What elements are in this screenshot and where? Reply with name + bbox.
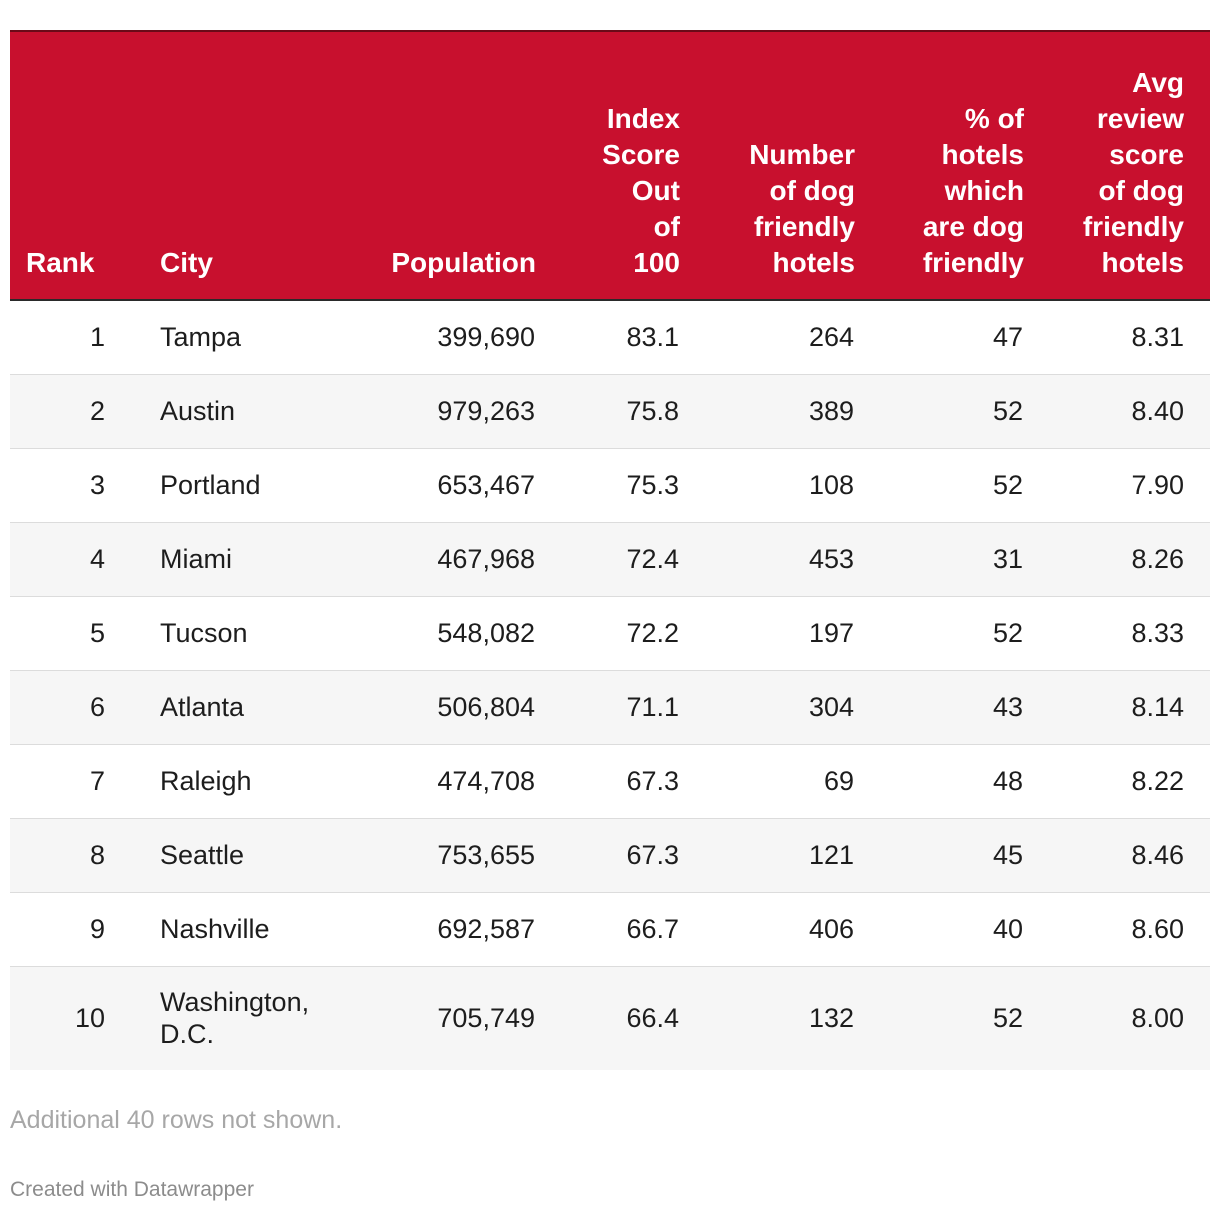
cell-population: 548,082: [382, 596, 536, 671]
cell-dog-friendly-hotels: 304: [680, 670, 855, 745]
cell-avg-review-score: 8.14: [1024, 670, 1210, 745]
cell-avg-review-score: 8.33: [1024, 596, 1210, 671]
cell-population: 653,467: [382, 448, 536, 523]
cell-pct-dog-friendly: 52: [855, 448, 1024, 523]
cell-pct-dog-friendly: 47: [855, 300, 1024, 375]
cell-city: Austin: [160, 374, 382, 449]
cell-pct-dog-friendly: 45: [855, 818, 1024, 893]
cell-city: Raleigh: [160, 744, 382, 819]
cell-index-score: 72.4: [536, 522, 680, 597]
cell-dog-friendly-hotels: 69: [680, 744, 855, 819]
table-body: 1 Tampa 399,690 83.1 264 47 8.31 2 Austin 979,263…: [10, 300, 1210, 1070]
cell-pct-dog-friendly: 43: [855, 670, 1024, 745]
cell-index-score: 67.3: [536, 818, 680, 893]
cell-population: 979,263: [382, 374, 536, 449]
cell-avg-review-score: 8.22: [1024, 744, 1210, 819]
cell-dog-friendly-hotels: 132: [808, 1003, 854, 1034]
cell-dog-friendly-hotels: 197: [680, 596, 855, 671]
cell-rank: 2: [10, 374, 160, 449]
cell-index-score: 66.4: [626, 1003, 679, 1034]
data-table-container: Rank City Population Index Score Out of 100 Numb…: [10, 30, 1210, 1070]
table-row: 4 Miami 467,968 72.4 453 31 8.26: [10, 522, 1210, 597]
cell-city: Tampa: [160, 300, 382, 375]
cell-city: Nashville: [160, 892, 382, 967]
cell-index-score: 71.1: [536, 670, 680, 745]
cell-rank: 9: [10, 892, 160, 967]
cell-rank: 5: [10, 596, 160, 671]
header-row: Rank City Population Index Score Out of 100 Numb…: [10, 30, 1210, 301]
rows-not-shown-note: Additional 40 rows not shown.: [10, 1106, 343, 1134]
cell-population: 467,968: [382, 522, 536, 597]
cell-pct-dog-friendly: 31: [855, 522, 1024, 597]
datawrapper-credit: Created with Datawrapper: [10, 1178, 254, 1201]
cell-pct-dog-friendly: 40: [855, 892, 1024, 967]
cell-city: Miami: [160, 522, 382, 597]
table-row: 5 Tucson 548,082 72.2 197 52 8.33: [10, 596, 1210, 671]
cell-index-score: 66.7: [536, 892, 680, 967]
cell-population: 753,655: [382, 818, 536, 893]
cell-dog-friendly-hotels: 264: [680, 300, 855, 375]
cell-avg-review-score: 8.26: [1024, 522, 1210, 597]
cell-dog-friendly-hotels: 121: [680, 818, 855, 893]
table-row: 3 Portland 653,467 75.3 108 52 7.90: [10, 448, 1210, 523]
table-row: 8 Seattle 753,655 67.3 121 45 8.46: [10, 818, 1210, 893]
table-row: 9 Nashville 692,587 66.7 406 40 8.60: [10, 892, 1210, 967]
cell-city: Portland: [160, 448, 382, 523]
cell-dog-friendly-hotels: 108: [680, 448, 855, 523]
cell-rank: 10: [74, 1003, 105, 1034]
header-index-score: Index Score Out of 100: [536, 30, 680, 301]
cell-index-score: 83.1: [536, 300, 680, 375]
cell-avg-review-score: 8.60: [1024, 892, 1210, 967]
table-row: 6 Atlanta 506,804 71.1 304 43 8.14: [10, 670, 1210, 745]
cell-city: Tucson: [160, 596, 382, 671]
cell-rank: 1: [10, 300, 160, 375]
cell-city: Seattle: [160, 818, 382, 893]
header-avg-review-score: Avg review score of dog friendly hotels: [1024, 30, 1210, 301]
cell-rank: 7: [10, 744, 160, 819]
cell-avg-review-score: 8.46: [1024, 818, 1210, 893]
cell-dog-friendly-hotels: 406: [680, 892, 855, 967]
cell-population: 692,587: [382, 892, 536, 967]
header-city: City: [160, 30, 382, 301]
cell-dog-friendly-hotels: 389: [680, 374, 855, 449]
header-dog-friendly-hotels: Number of dog friendly hotels: [680, 30, 855, 301]
cell-city: Washington, D.C.: [160, 987, 310, 1050]
cell-pct-dog-friendly: 52: [855, 374, 1024, 449]
cell-index-score: 75.8: [536, 374, 680, 449]
cell-avg-review-score: 8.31: [1024, 300, 1210, 375]
cell-population: 506,804: [382, 670, 536, 745]
table-row: 10 Washington, D.C. 705,749 66.4 132 52 8.00: [10, 966, 1210, 1070]
header-pct-dog-friendly: % of hotels which are dog friendly: [855, 30, 1024, 301]
cell-index-score: 75.3: [536, 448, 680, 523]
cell-avg-review-score: 7.90: [1024, 448, 1210, 523]
cell-population: 474,708: [382, 744, 536, 819]
cell-city: Atlanta: [160, 670, 382, 745]
table-row: 1 Tampa 399,690 83.1 264 47 8.31: [10, 300, 1210, 375]
cell-pct-dog-friendly: 52: [855, 596, 1024, 671]
cell-rank: 8: [10, 818, 160, 893]
table-row: 7 Raleigh 474,708 67.3 69 48 8.22: [10, 744, 1210, 819]
header-rank: Rank: [10, 30, 160, 301]
cell-population: 399,690: [382, 300, 536, 375]
header-population: Population: [382, 30, 536, 301]
cell-population: 705,749: [437, 1003, 535, 1034]
cell-index-score: 72.2: [536, 596, 680, 671]
cell-avg-review-score: 8.00: [1131, 1003, 1184, 1034]
cell-rank: 3: [10, 448, 160, 523]
cell-pct-dog-friendly: 48: [855, 744, 1024, 819]
table-row: 2 Austin 979,263 75.8 389 52 8.40: [10, 374, 1210, 449]
cell-avg-review-score: 8.40: [1024, 374, 1210, 449]
cell-index-score: 67.3: [536, 744, 680, 819]
cell-pct-dog-friendly: 52: [992, 1003, 1023, 1034]
cell-dog-friendly-hotels: 453: [680, 522, 855, 597]
cell-rank: 4: [10, 522, 160, 597]
cell-rank: 6: [10, 670, 160, 745]
data-table: Rank City Population Index Score Out of 100 Numb…: [10, 30, 1210, 1070]
